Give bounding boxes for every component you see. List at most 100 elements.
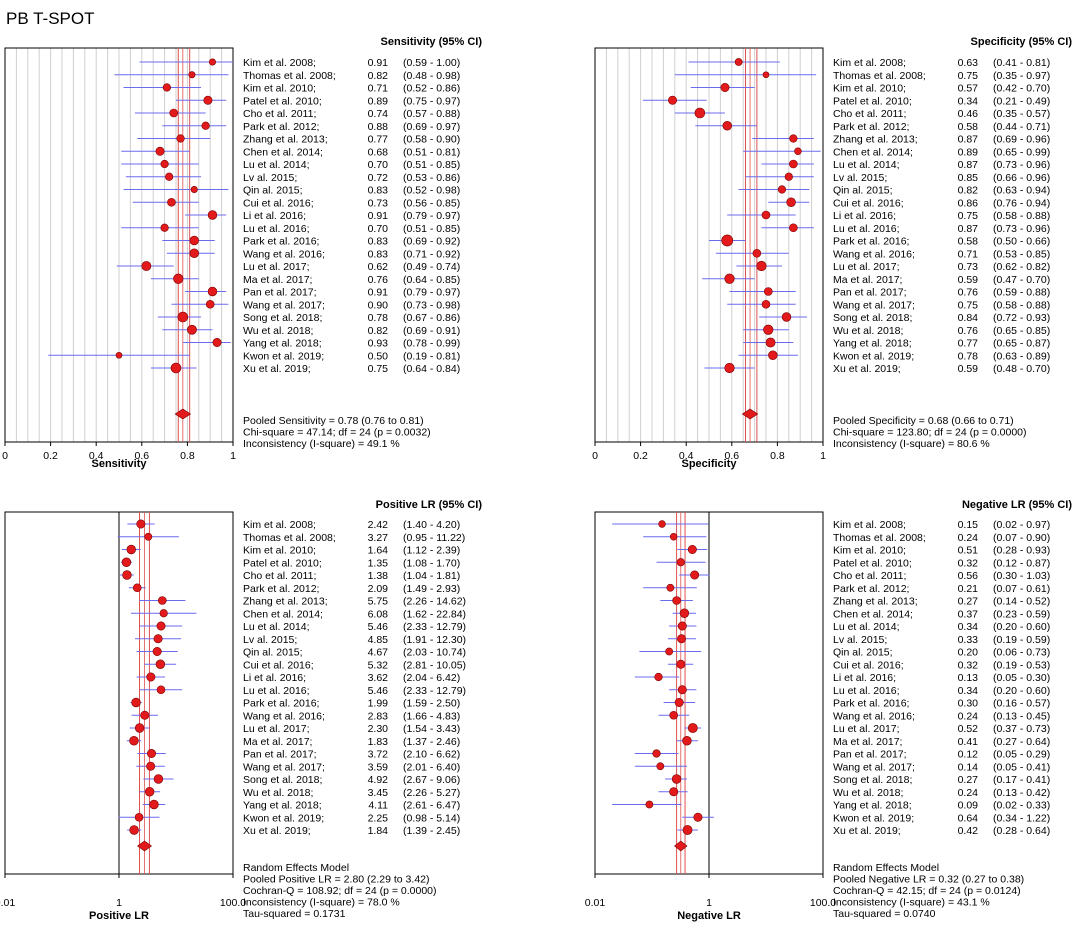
- study-ci-text: (0.78 - 0.99): [403, 338, 460, 350]
- pooled-diamond: [137, 840, 152, 852]
- study-value: 0.75: [368, 363, 389, 375]
- study-name: Cui et al. 2016;: [833, 197, 904, 209]
- x-axis-label: Specificity: [681, 458, 737, 470]
- study-ci-text: (0.65 - 0.99): [993, 146, 1050, 158]
- study-value: 0.89: [368, 95, 389, 107]
- study-ci-text: (0.34 - 1.22): [993, 812, 1050, 824]
- study-name: Song et al. 2018;: [833, 774, 912, 786]
- study-value: 0.91: [368, 210, 389, 222]
- study-value: 3.62: [368, 672, 389, 684]
- study-point: [652, 749, 661, 758]
- study-point: [687, 723, 698, 733]
- study-name: Cui et al. 2016;: [833, 659, 904, 671]
- study-name: Li et al. 2016;: [243, 210, 306, 222]
- study-point: [765, 337, 776, 348]
- study-name: Park et al. 2012;: [243, 121, 319, 133]
- study-ci-text: (0.48 - 0.70): [993, 363, 1050, 375]
- study-value: 0.90: [368, 299, 389, 311]
- panel-sens: Sensitivity (95% CI) Kim et al. 2008; 0.91…: [2, 36, 482, 470]
- x-tick-label: 0.6: [134, 450, 149, 462]
- study-value: 5.32: [368, 659, 389, 671]
- study-ci-text: (0.58 - 0.88): [993, 210, 1050, 222]
- study-name: Ma et al. 2017;: [833, 274, 902, 286]
- study-ci-text: (0.20 - 0.60): [993, 685, 1050, 697]
- study-value: 4.92: [368, 774, 389, 786]
- column-header: Sensitivity (95% CI): [381, 36, 483, 48]
- study-ci-text: (0.69 - 0.91): [403, 325, 460, 337]
- study-name: Park et al. 2016;: [243, 698, 319, 710]
- study-ci-text: (0.13 - 0.45): [993, 710, 1050, 722]
- study-ci-text: (0.28 - 0.64): [993, 825, 1050, 837]
- study-name: Wang et al. 2017;: [833, 299, 915, 311]
- study-ci-text: (0.65 - 0.87): [993, 338, 1050, 350]
- study-name: Wang et al. 2016;: [243, 248, 325, 260]
- study-point: [169, 108, 179, 118]
- study-name: Zhang et al. 2013;: [833, 596, 918, 608]
- study-value: 0.86: [958, 197, 979, 209]
- column-header: Positive LR (95% CI): [376, 499, 483, 511]
- x-tick-label: 0.4: [679, 450, 694, 462]
- study-name: Lu et al. 2017;: [833, 261, 900, 273]
- study-value: 2.09: [368, 583, 389, 595]
- study-ci-text: (2.33 - 12.79): [403, 685, 466, 697]
- study-point: [763, 324, 774, 335]
- x-tick-label: 1: [230, 450, 236, 462]
- study-value: 4.85: [368, 634, 389, 646]
- study-value: 0.87: [958, 223, 979, 235]
- study-point: [752, 248, 762, 258]
- study-name: Xu et al. 2019;: [243, 825, 311, 837]
- study-name: Wang et al. 2017;: [243, 761, 325, 773]
- study-value: 0.76: [958, 325, 979, 337]
- study-name: Cho et al. 2011;: [833, 570, 906, 582]
- study-point: [212, 337, 222, 347]
- study-point: [156, 621, 166, 631]
- study-point: [134, 812, 144, 822]
- study-ci-text: (0.64 - 0.84): [403, 363, 460, 375]
- study-name: Qin al. 2015;: [243, 185, 303, 197]
- study-point: [207, 210, 218, 220]
- study-ci-text: (1.39 - 2.45): [403, 825, 460, 837]
- study-ci-text: (0.16 - 0.57): [993, 698, 1050, 710]
- study-value: 0.59: [958, 274, 979, 286]
- study-point: [188, 71, 196, 79]
- study-point: [654, 672, 663, 682]
- study-name: Lv al. 2015;: [243, 634, 297, 646]
- study-ci-text: (0.14 - 0.52): [993, 596, 1050, 608]
- study-value: 0.78: [958, 350, 979, 362]
- study-point: [129, 736, 139, 746]
- study-value: 0.71: [368, 83, 389, 95]
- study-name: Kwon et al. 2019;: [243, 812, 324, 824]
- study-point: [761, 210, 771, 220]
- study-value: 0.58: [958, 121, 979, 133]
- study-value: 0.75: [958, 210, 979, 222]
- study-ci-text: (2.81 - 10.05): [403, 659, 466, 671]
- study-ci-text: (0.98 - 5.14): [403, 812, 460, 824]
- study-name: Wu et al. 2018;: [243, 787, 313, 799]
- study-point: [115, 351, 123, 359]
- study-value: 2.42: [368, 519, 389, 531]
- study-ci-text: (2.04 - 6.42): [403, 672, 460, 684]
- study-name: Qin al. 2015;: [833, 185, 893, 197]
- study-ci-text: (0.05 - 0.29): [993, 749, 1050, 761]
- study-name: Chen et al. 2014;: [243, 146, 323, 158]
- study-ci-text: (1.54 - 3.43): [403, 723, 460, 735]
- study-point: [134, 723, 145, 733]
- study-value: 0.34: [958, 95, 979, 107]
- study-value: 0.37: [958, 608, 979, 620]
- study-ci-text: (1.59 - 2.50): [403, 698, 460, 710]
- study-ci-text: (0.47 - 0.70): [993, 274, 1050, 286]
- study-point: [167, 197, 176, 207]
- study-ci-text: (0.69 - 0.97): [403, 121, 460, 133]
- study-name: Patel et al. 2010;: [243, 557, 322, 569]
- study-ci-text: (2.26 - 5.27): [403, 787, 460, 799]
- study-value: 0.93: [368, 338, 389, 350]
- study-value: 2.30: [368, 723, 389, 735]
- study-name: Wang et al. 2016;: [243, 710, 325, 722]
- x-tick-label: 0.4: [89, 450, 104, 462]
- study-ci-text: (0.17 - 0.41): [993, 774, 1050, 786]
- study-point: [672, 596, 681, 605]
- study-name: Lv al. 2015;: [833, 634, 887, 646]
- study-ci-text: (0.53 - 0.86): [403, 172, 460, 184]
- study-ci-text: (0.64 - 0.85): [403, 274, 460, 286]
